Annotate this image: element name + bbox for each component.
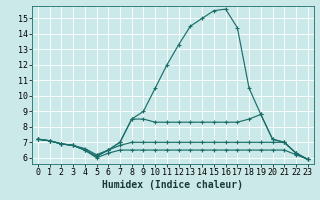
- X-axis label: Humidex (Indice chaleur): Humidex (Indice chaleur): [102, 180, 243, 190]
